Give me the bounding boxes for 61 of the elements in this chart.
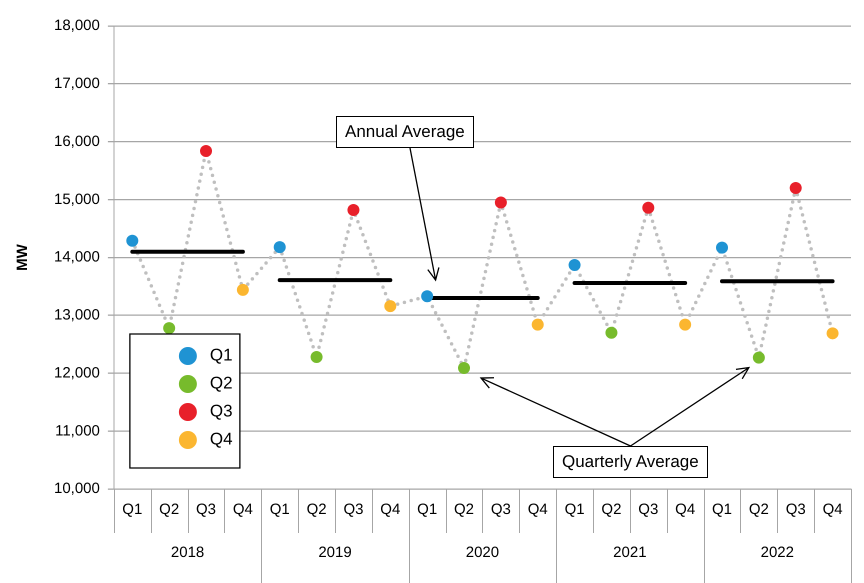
point bbox=[642, 202, 654, 214]
x-tick-label: Q4 bbox=[528, 501, 548, 518]
point bbox=[679, 318, 692, 331]
x-tick-label: Q4 bbox=[675, 501, 696, 518]
x-tick-label: Q2 bbox=[306, 501, 327, 518]
point bbox=[826, 327, 839, 340]
y-tick-label: 10,000 bbox=[54, 480, 100, 498]
x-tick-label: Q2 bbox=[748, 501, 769, 518]
point bbox=[532, 318, 544, 331]
y-tick-label: 12,000 bbox=[54, 364, 100, 382]
text: 2018 bbox=[170, 544, 204, 562]
point bbox=[163, 322, 176, 334]
point bbox=[310, 351, 323, 364]
x-tick-label: Q1 bbox=[564, 501, 585, 518]
legend-label: Q3 bbox=[210, 402, 233, 421]
legend-label: Q2 bbox=[210, 374, 233, 393]
point bbox=[568, 259, 581, 272]
x-tick-label: Q2 bbox=[454, 501, 474, 518]
point bbox=[236, 284, 249, 296]
x-tick-label: Q1 bbox=[270, 501, 290, 518]
x-tick-label: Q2 bbox=[601, 501, 622, 518]
annotation: Annual Average bbox=[336, 116, 474, 148]
text: 2020 bbox=[466, 544, 500, 562]
point bbox=[421, 290, 434, 302]
point bbox=[384, 300, 396, 312]
x-tick-label: Q4 bbox=[232, 501, 253, 518]
text: 2021 bbox=[613, 544, 647, 562]
legend-label: Q4 bbox=[210, 430, 233, 449]
point bbox=[200, 145, 212, 158]
y-tick-label: 18,000 bbox=[54, 17, 100, 34]
point bbox=[347, 204, 360, 216]
text: 2019 bbox=[318, 544, 352, 562]
point bbox=[605, 326, 618, 339]
point bbox=[716, 242, 728, 254]
y-tick-label: 11,000 bbox=[55, 422, 100, 440]
point bbox=[274, 241, 286, 254]
x-tick-label: Q1 bbox=[712, 501, 732, 518]
point bbox=[752, 352, 765, 364]
y-tick-label: 14,000 bbox=[54, 248, 100, 266]
x-tick-label: Q3 bbox=[638, 501, 658, 518]
y-tick-label: 13,000 bbox=[54, 306, 100, 324]
x-tick-label: Q3 bbox=[490, 501, 511, 518]
y-tick-label: 16,000 bbox=[54, 132, 100, 150]
x-tick-label: Q3 bbox=[343, 501, 364, 518]
x-tick-label: Q4 bbox=[822, 501, 843, 518]
point bbox=[458, 362, 470, 374]
point bbox=[126, 234, 138, 247]
x-tick-label: Q2 bbox=[159, 501, 180, 518]
x-tick-label: Q3 bbox=[196, 501, 216, 518]
x-tick-label: Q4 bbox=[380, 501, 400, 518]
y-axis-title: MW bbox=[14, 243, 32, 271]
annotation: Quarterly Average bbox=[553, 446, 708, 478]
x-tick-label: Q1 bbox=[122, 501, 142, 518]
y-tick-label: 17,000 bbox=[54, 75, 100, 92]
text: 2022 bbox=[760, 544, 794, 562]
x-tick-label: Q3 bbox=[786, 501, 806, 518]
y-tick-label: 15,000 bbox=[54, 190, 100, 208]
legend-label: Q1 bbox=[210, 346, 233, 365]
point bbox=[494, 196, 507, 209]
x-tick-label: Q1 bbox=[417, 501, 438, 518]
point bbox=[790, 182, 802, 194]
